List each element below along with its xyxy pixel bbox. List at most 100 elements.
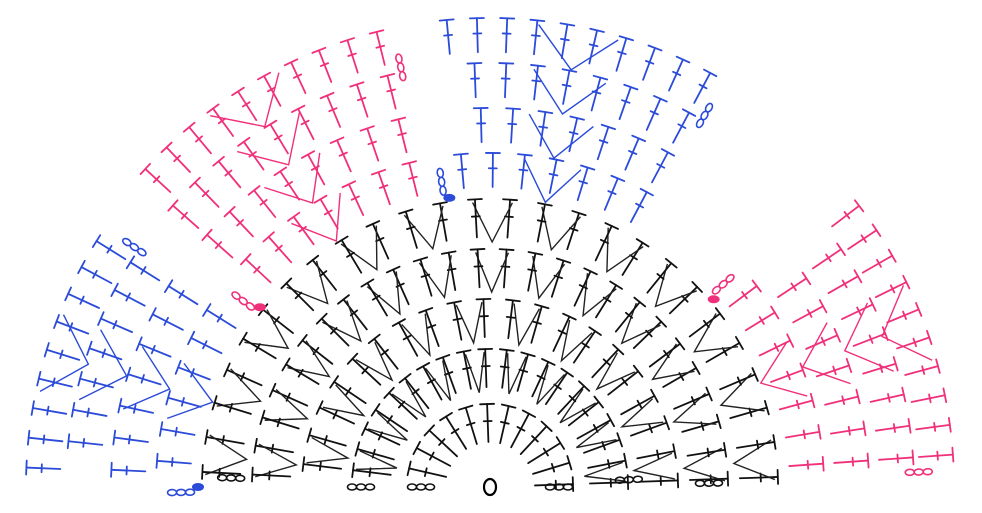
stitch-post [172,204,200,229]
double-crochet [26,429,64,446]
stitch-post [388,391,418,420]
double-crochet [566,210,587,251]
stitch-post [520,153,526,190]
stitch-bar [847,425,851,436]
stitch-bar [607,459,611,469]
stitch-top [368,29,385,35]
double-crochet [572,326,602,364]
stitch-bar [180,211,188,220]
stitch-top [674,337,686,351]
stitch-top [306,427,313,443]
stitch-bar [106,244,113,254]
stitch-bar [560,37,570,42]
stitch-bar [42,434,46,445]
stitch-top [165,390,171,406]
stitch-post [567,401,600,427]
stitch-top [555,257,572,264]
stitch-bar [368,467,372,478]
double-crochet [401,160,419,197]
stitch-post [269,123,289,155]
stitch-bar [635,202,645,209]
double-crochet [211,395,252,415]
stitch-post [686,448,726,457]
stitch-top [866,452,870,469]
stitch-post [636,450,676,460]
stitch-top [66,433,71,450]
stitch-top [398,373,412,384]
stitch-top [868,297,877,312]
stitch-post [705,342,741,363]
stitch-post [778,399,814,411]
stitch-bar [259,198,268,206]
stitch-bar [617,50,627,55]
v-stitch [538,24,619,71]
stitch-post [915,423,951,431]
stitch-bar [452,317,463,321]
double-crochet [648,337,686,368]
stitch-top [947,416,952,433]
stitch-top [631,134,647,143]
double-crochet [469,248,486,289]
stitch-top [647,44,663,52]
stitch-post [167,396,202,408]
v-stitch [881,285,933,361]
stitch-top [43,342,50,358]
stitch-post [607,370,640,396]
stitch-bar [152,175,161,184]
stitch-post [862,362,897,375]
double-crochet [629,187,654,224]
double-crochet [530,64,546,101]
stitch-post [573,270,592,307]
stitch-top [498,248,515,251]
stitch-post [95,240,127,261]
double-crochet [527,436,565,465]
stitch-post [587,459,627,469]
double-crochet [502,198,518,239]
stitch-bar [112,320,118,330]
chain [216,473,228,482]
v-stitch [533,68,607,115]
stitch-top [612,343,625,356]
stitch-post [869,393,905,403]
stitch-post [629,191,648,224]
double-crochet [875,417,912,434]
stitch-top [86,340,93,356]
double-crochet [559,22,576,59]
stitch-bar [236,219,244,227]
stitch-bar [841,395,846,406]
stitch-post [447,251,457,291]
stitch-post [292,215,315,246]
stitch-bar [896,453,899,464]
stitch-post [874,281,908,299]
stitch-post [510,107,515,144]
stitch-post [177,366,211,381]
v-stitch [759,341,808,397]
stitch-post [536,203,546,243]
v-stitch [78,329,128,401]
stitch-post [397,321,419,357]
double-crochet [686,441,728,458]
double-crochet [591,343,625,379]
stitch-top [833,327,842,343]
double-crochet [418,307,440,347]
stitch-bar [832,365,837,376]
stitch-post [861,254,894,274]
double-crochet [472,107,489,144]
double-crochet [66,433,104,450]
stitch-top [97,311,105,326]
stitch-bar [466,421,476,427]
stitch-post [533,19,539,56]
stitch-post [377,171,391,206]
stitch-top [705,386,713,402]
double-crochet [847,223,882,250]
stitch-top [263,119,278,129]
v-stitch [523,158,582,204]
stitch-top [703,68,718,78]
stitch-bar [202,340,208,350]
stitch-post [505,17,509,54]
chain [395,53,403,64]
stitch-top [855,388,861,405]
double-crochet [135,336,172,358]
stitch-top [541,358,556,366]
stitch-bar [133,404,137,414]
